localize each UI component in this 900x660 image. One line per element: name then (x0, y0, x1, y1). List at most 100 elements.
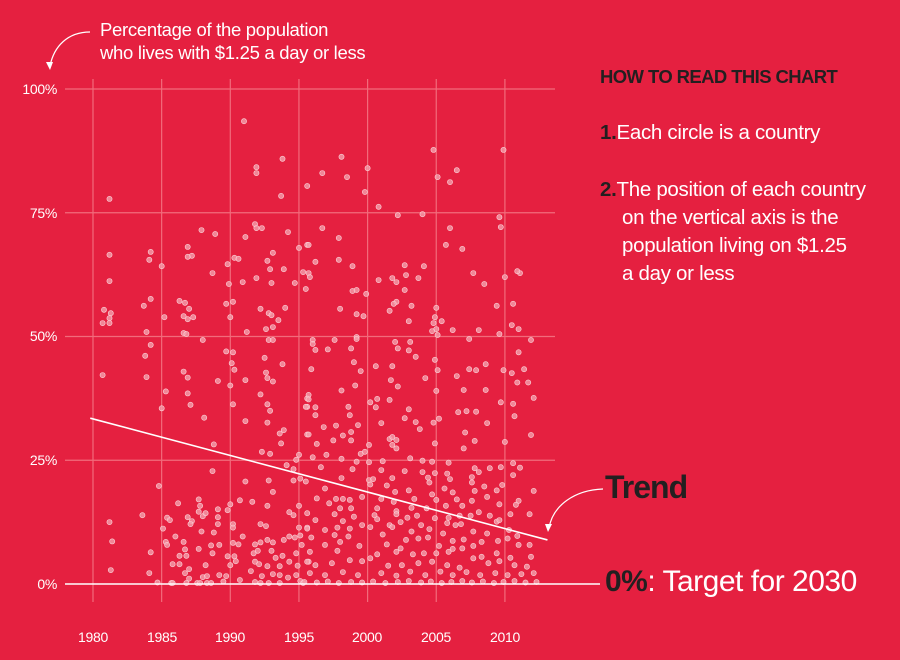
country-dot (293, 572, 300, 578)
country-dot (444, 562, 451, 569)
country-dot (515, 349, 522, 356)
country-dot (390, 300, 397, 307)
country-dot (143, 374, 150, 380)
country-dot (308, 534, 315, 541)
country-dot (504, 535, 511, 542)
country-dot (279, 361, 286, 368)
country-dot (393, 548, 400, 555)
country-dot (254, 547, 261, 554)
country-dot (499, 482, 506, 488)
country-dot (389, 475, 396, 481)
country-dot (475, 327, 482, 333)
country-dot (521, 366, 527, 373)
country-dot (361, 189, 368, 195)
country-dot (463, 569, 470, 575)
country-dot (308, 366, 315, 373)
country-dot (106, 278, 113, 284)
country-dot (426, 479, 433, 486)
country-dot (418, 522, 424, 528)
country-dot (296, 451, 302, 458)
country-dot (186, 566, 192, 572)
country-dot (106, 519, 113, 525)
country-dot (524, 563, 530, 570)
country-dot (394, 345, 401, 352)
country-dot (184, 316, 191, 323)
country-dot (430, 320, 437, 326)
country-dot (484, 493, 490, 500)
country-dot (331, 337, 338, 343)
country-dot (408, 504, 415, 511)
country-dot (431, 440, 438, 447)
country-dot (269, 539, 276, 546)
country-dot (470, 543, 477, 549)
country-dot (425, 474, 431, 481)
country-dot (276, 572, 283, 578)
country-dot (393, 572, 400, 579)
country-dot (453, 373, 460, 379)
country-dot (346, 557, 353, 564)
country-dot (302, 286, 309, 292)
country-dot (467, 512, 474, 519)
country-dot (209, 270, 216, 276)
country-dot (276, 580, 283, 586)
country-dot (426, 526, 433, 532)
country-dot (278, 440, 284, 447)
country-dot (508, 322, 515, 328)
country-dot (348, 437, 354, 444)
country-dot (493, 302, 500, 309)
country-dot (224, 553, 231, 560)
country-dot (419, 457, 426, 464)
country-dot (407, 568, 414, 575)
x-tick-label: 2000 (352, 629, 382, 645)
country-dot (294, 562, 301, 569)
country-dot (416, 426, 423, 432)
country-dot (366, 441, 372, 448)
country-dot (425, 534, 431, 541)
country-dot (225, 281, 232, 287)
country-dot (147, 248, 154, 255)
country-dot (511, 562, 518, 569)
country-dot (279, 155, 286, 162)
country-dot (397, 545, 404, 552)
country-dot (470, 270, 477, 276)
country-dot (434, 367, 441, 374)
country-dot (241, 118, 247, 125)
country-dot (511, 578, 518, 584)
country-dot (269, 249, 276, 256)
country-dot (415, 560, 422, 567)
country-dot (405, 318, 412, 325)
country-dot (352, 382, 359, 389)
country-dot (375, 203, 382, 210)
country-dot (389, 363, 396, 370)
country-dot (324, 346, 331, 353)
country-dot (510, 300, 516, 307)
country-dot (335, 235, 342, 241)
country-dot (353, 311, 360, 318)
country-dot (302, 478, 309, 485)
country-dot (486, 512, 493, 519)
country-dot (471, 487, 478, 494)
country-dot (514, 379, 521, 386)
country-dot (420, 550, 427, 557)
country-dot (477, 572, 484, 578)
country-dot (252, 558, 258, 565)
country-dot (526, 511, 533, 518)
country-dot (346, 496, 353, 503)
country-dot (433, 496, 440, 503)
country-dot (184, 243, 191, 250)
country-dot (437, 568, 444, 575)
country-dot (370, 476, 376, 482)
country-dot (197, 502, 203, 509)
country-dot (195, 546, 202, 552)
item-number: 1. (600, 121, 617, 144)
country-dot (344, 174, 350, 180)
country-dot (257, 521, 264, 527)
country-dot (106, 315, 113, 322)
country-dot (507, 511, 514, 518)
country-dot (392, 338, 398, 345)
country-dot (261, 354, 268, 361)
country-dot (431, 515, 438, 522)
country-dot (109, 538, 116, 545)
country-dot (363, 290, 370, 297)
country-dot (353, 336, 360, 342)
